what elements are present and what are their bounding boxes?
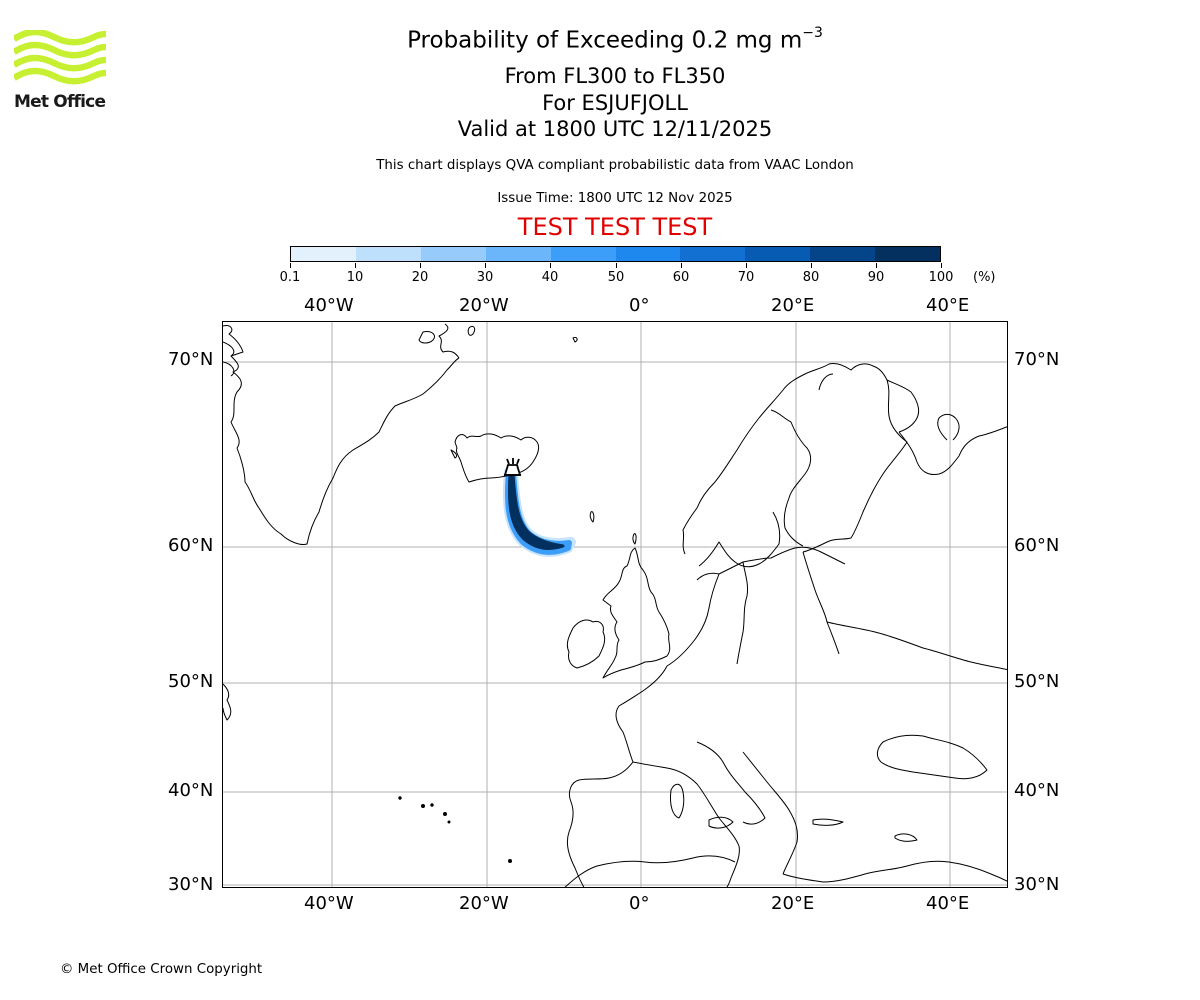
- lon-tick-top-4: 40°E: [926, 295, 970, 316]
- colorbar-tick-label: 80: [802, 270, 820, 285]
- chart-description: This chart displays QVA compliant probab…: [376, 158, 854, 173]
- colorbar-tick-label: 90: [867, 270, 885, 285]
- lat-tick-left-3: 40°N: [168, 780, 214, 801]
- lat-tick-right-1: 60°N: [1014, 535, 1060, 556]
- lon-tick-bottom-0: 40°W: [304, 893, 354, 914]
- colorbar-tick: [941, 263, 942, 268]
- colorbar-segment: [680, 247, 746, 261]
- colorbar-tick: [746, 263, 747, 268]
- lon-tick-bottom-4: 40°E: [926, 893, 970, 914]
- colorbar-tick: [876, 263, 877, 268]
- lon-tick-bottom-2: 0°: [629, 893, 650, 914]
- test-banner: TEST TEST TEST: [517, 213, 713, 241]
- coastlines: [223, 323, 1007, 887]
- lat-tick-right-2: 50°N: [1014, 671, 1060, 692]
- colorbar-tick: [811, 263, 812, 268]
- lat-tick-left-2: 50°N: [168, 671, 214, 692]
- colorbar: [290, 246, 941, 262]
- volcano-icon: [503, 458, 522, 476]
- lat-tick-right-4: 30°N: [1014, 874, 1060, 895]
- volcano-name: For ESJUFJOLL: [542, 90, 688, 115]
- colorbar-tick: [290, 263, 291, 268]
- colorbar-segment: [550, 247, 616, 261]
- colorbar-segment: [875, 247, 941, 261]
- lat-tick-left-4: 30°N: [168, 874, 214, 895]
- colorbar-segment: [810, 247, 876, 261]
- colorbar-segment: [615, 247, 681, 261]
- colorbar-tick-label: 0.1: [279, 270, 301, 285]
- map-panel[interactable]: [222, 321, 1008, 888]
- colorbar-tick-label: 10: [346, 270, 364, 285]
- copyright-notice: © Met Office Crown Copyright: [60, 962, 263, 977]
- colorbar-tick: [550, 263, 551, 268]
- ash-plume: [502, 467, 576, 557]
- colorbar-segment: [745, 247, 811, 261]
- lat-tick-left-0: 70°N: [168, 349, 214, 370]
- lat-tick-left-1: 60°N: [168, 535, 214, 556]
- colorbar-unit: (%): [973, 270, 996, 285]
- lon-tick-top-0: 40°W: [304, 295, 354, 316]
- colorbar-segment: [485, 247, 551, 261]
- colorbar-tick: [355, 263, 356, 268]
- colorbar-tick-label: 60: [672, 270, 690, 285]
- lon-tick-top-1: 20°W: [459, 295, 509, 316]
- colorbar-tick: [681, 263, 682, 268]
- colorbar-tick-label: 100: [928, 270, 954, 285]
- colorbar-tick: [616, 263, 617, 268]
- colorbar-tick-label: 20: [411, 270, 429, 285]
- met-office-logo: Met Office: [12, 28, 109, 112]
- lon-tick-top-3: 20°E: [771, 295, 815, 316]
- colorbar-tick-label: 40: [541, 270, 559, 285]
- colorbar-tick-label: 50: [607, 270, 625, 285]
- title-superscript: −3: [802, 25, 823, 41]
- colorbar-tick-label: 30: [476, 270, 494, 285]
- colorbar-tick: [485, 263, 486, 268]
- colorbar-tick: [420, 263, 421, 268]
- level-range: From FL300 to FL350: [504, 64, 726, 88]
- colorbar-tick-label: 70: [737, 270, 755, 285]
- colorbar-segment: [420, 247, 486, 261]
- colorbar-segment: [355, 247, 421, 261]
- lat-tick-right-3: 40°N: [1014, 780, 1060, 801]
- lat-tick-right-0: 70°N: [1014, 349, 1060, 370]
- lon-tick-bottom-1: 20°W: [459, 893, 509, 914]
- title-text: Probability of Exceeding 0.2 mg m: [407, 27, 803, 54]
- met-office-waves-icon: [12, 28, 107, 85]
- issue-time: Issue Time: 1800 UTC 12 Nov 2025: [497, 191, 733, 206]
- chart-title: Probability of Exceeding 0.2 mg m−3: [0, 25, 1200, 54]
- map-canvas: [223, 322, 1007, 887]
- colorbar-segment: [291, 247, 356, 261]
- lon-tick-top-2: 0°: [629, 295, 650, 316]
- met-office-wordmark: Met Office: [14, 92, 106, 112]
- graticule: [223, 322, 1007, 887]
- chart-subtitle: From FL300 to FL350 For ESJUFJOLL Valid …: [0, 63, 1200, 143]
- lon-tick-bottom-3: 20°E: [771, 893, 815, 914]
- valid-time: Valid at 1800 UTC 12/11/2025: [457, 117, 773, 141]
